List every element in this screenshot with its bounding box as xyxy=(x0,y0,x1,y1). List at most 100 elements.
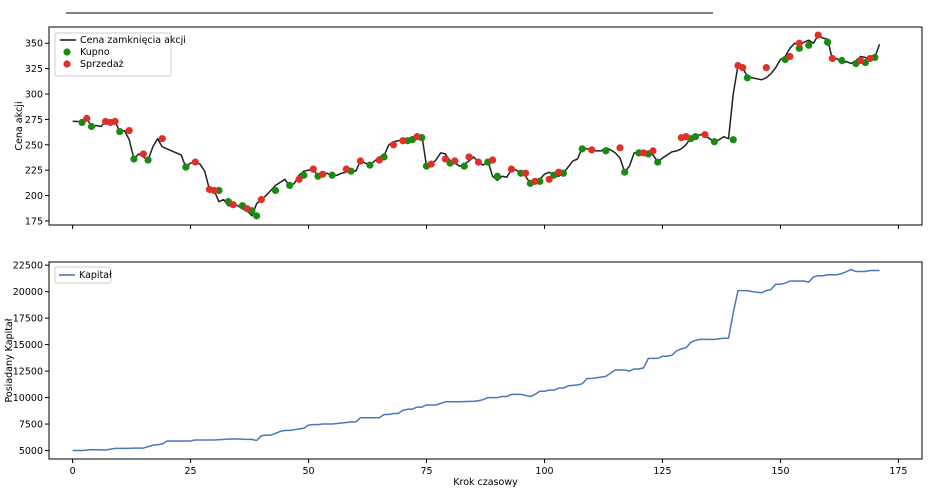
sell-marker xyxy=(139,150,147,158)
buy-marker xyxy=(691,133,700,141)
sell-marker xyxy=(243,205,251,213)
sell-marker xyxy=(786,52,794,61)
capital-plot-frame xyxy=(48,261,923,460)
sell-marker xyxy=(125,126,133,135)
buy-marker xyxy=(654,158,662,166)
buy-marker xyxy=(253,212,261,220)
sell-marker xyxy=(588,146,596,154)
series-line-capital xyxy=(72,268,880,452)
buy-marker xyxy=(824,38,832,46)
sell-marker xyxy=(441,155,449,163)
y-tick-label: 5000 xyxy=(19,446,43,457)
sell-marker xyxy=(83,114,91,122)
sell-marker xyxy=(531,177,539,185)
capital-legend-box xyxy=(54,266,112,284)
sell-marker xyxy=(507,165,516,173)
capital-line-layer xyxy=(72,268,880,452)
buy-marker xyxy=(328,171,336,179)
x-tick-label: 100 xyxy=(535,466,553,477)
sell-marker xyxy=(488,156,497,164)
sell-marker xyxy=(210,186,218,195)
sell-marker xyxy=(649,147,657,155)
sell-marker xyxy=(427,160,435,168)
sell-marker xyxy=(866,54,874,63)
y-tick-label: 250 xyxy=(25,140,43,151)
x-tick-label: 50 xyxy=(302,466,314,477)
sell-marker xyxy=(762,64,770,72)
sell-marker xyxy=(639,149,648,157)
price-plot-frame xyxy=(48,26,923,226)
legend-swatch-sell xyxy=(63,60,71,68)
sell-marker xyxy=(295,175,303,183)
legend-label-close-price: Cena zamknięcia akcji xyxy=(80,35,186,46)
buy-marker xyxy=(116,127,124,136)
y-tick-label: 17500 xyxy=(13,314,43,325)
buy-marker xyxy=(271,186,280,195)
sell-marker xyxy=(111,117,119,126)
y-tick-label: 20000 xyxy=(13,287,43,298)
price-legend: Cena zamknięcia akcji Kupno Sprzedaż xyxy=(54,32,186,77)
capital-panel: 5000 7500 10000 12500 15000 17500 20000 22500 0 2… xyxy=(4,261,923,488)
price-y-axis-label: Cena akcji xyxy=(14,101,25,150)
sell-marker xyxy=(555,168,563,176)
y-tick-label: 225 xyxy=(25,166,43,177)
sell-marker xyxy=(309,165,317,173)
y-tick-label: 15000 xyxy=(13,340,43,351)
buy-marker xyxy=(78,118,86,127)
buy-marker xyxy=(182,163,190,171)
sell-marker xyxy=(319,170,327,178)
sell-marker xyxy=(739,64,747,72)
buy-marker xyxy=(286,181,294,189)
sell-marker xyxy=(356,157,365,165)
sell-marker xyxy=(795,39,803,47)
buy-marker xyxy=(300,171,308,179)
price-legend-box xyxy=(54,32,172,77)
sell-marker xyxy=(828,54,836,63)
y-tick-label: 7500 xyxy=(19,420,43,431)
buy-marker xyxy=(621,168,629,176)
buy-marker xyxy=(602,147,610,155)
y-tick-label: 275 xyxy=(25,115,43,126)
buy-marker xyxy=(130,155,138,163)
sell-marker xyxy=(229,201,237,209)
capital-legend: Kapitał xyxy=(54,266,112,284)
y-tick-label: 300 xyxy=(25,90,43,101)
legend-swatch-buy xyxy=(63,48,71,56)
sell-marker xyxy=(857,56,865,65)
sell-marker xyxy=(451,157,459,165)
y-tick-label: 22500 xyxy=(13,261,43,272)
sell-marker xyxy=(257,196,265,204)
sell-marker xyxy=(399,137,407,145)
x-tick-label: 125 xyxy=(653,466,671,477)
legend-label-capital: Kapitał xyxy=(79,270,112,281)
sell-marker xyxy=(465,153,473,161)
buy-marker xyxy=(493,172,501,180)
x-tick-label: 25 xyxy=(185,466,197,477)
x-tick-label: 150 xyxy=(771,466,789,477)
sell-marker xyxy=(616,144,624,152)
price-panel: 175 200 225 250 275 300 325 350 Cena akcji Cena… xyxy=(14,26,923,229)
sell-marker xyxy=(389,141,398,149)
sell-marker xyxy=(682,133,690,141)
buy-marker xyxy=(729,136,737,144)
legend-label-sell: Sprzedaż xyxy=(80,59,124,70)
sell-marker xyxy=(701,131,709,139)
sell-marker xyxy=(375,156,383,164)
y-tick-label: 175 xyxy=(25,216,43,227)
trade-markers-layer xyxy=(78,31,879,220)
sell-marker xyxy=(545,175,553,183)
sell-marker xyxy=(158,135,166,143)
sell-marker xyxy=(342,165,350,173)
y-tick-label: 10000 xyxy=(13,393,43,404)
x-tick-label: 75 xyxy=(420,466,432,477)
sell-marker xyxy=(191,158,199,166)
buy-marker xyxy=(460,162,468,170)
capital-panel-grid: 5000 7500 10000 12500 15000 17500 20000 22500 0 2… xyxy=(13,261,908,477)
legend-label-buy: Kupno xyxy=(80,47,110,58)
buy-marker xyxy=(578,145,586,153)
buy-marker xyxy=(144,156,152,164)
buy-marker xyxy=(743,74,752,82)
series-line-close-price xyxy=(72,34,881,217)
sell-marker xyxy=(814,31,822,39)
